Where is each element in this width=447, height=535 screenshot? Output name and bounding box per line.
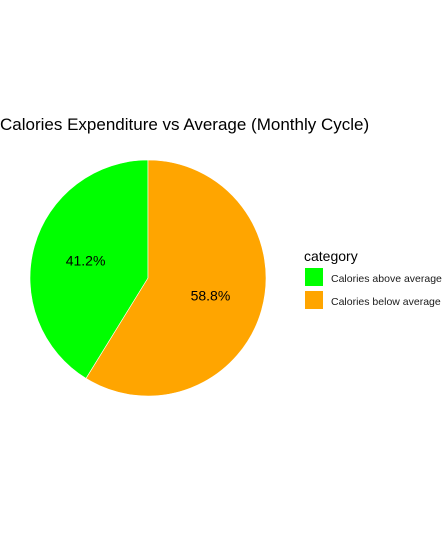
- legend-label-below-average: Calories below average: [331, 296, 441, 308]
- pie-slice-labels: 41.2% 58.8%: [66, 252, 231, 303]
- pie-slice-below-average: [85, 159, 267, 397]
- pie-label-above-average: 41.2%: [66, 252, 106, 268]
- legend-swatch-below-average: [305, 291, 323, 309]
- pie-slice-above-average: [29, 159, 149, 379]
- legend-swatch-above-average: [305, 268, 323, 286]
- legend-title: category: [304, 248, 358, 264]
- legend: category Calories above average Calories…: [304, 248, 442, 309]
- legend-label-above-average: Calories above average: [331, 273, 442, 285]
- pie-slices: [29, 159, 267, 397]
- chart-title: Calories Expenditure vs Average (Monthly…: [0, 115, 369, 134]
- pie-label-below-average: 58.8%: [191, 288, 231, 304]
